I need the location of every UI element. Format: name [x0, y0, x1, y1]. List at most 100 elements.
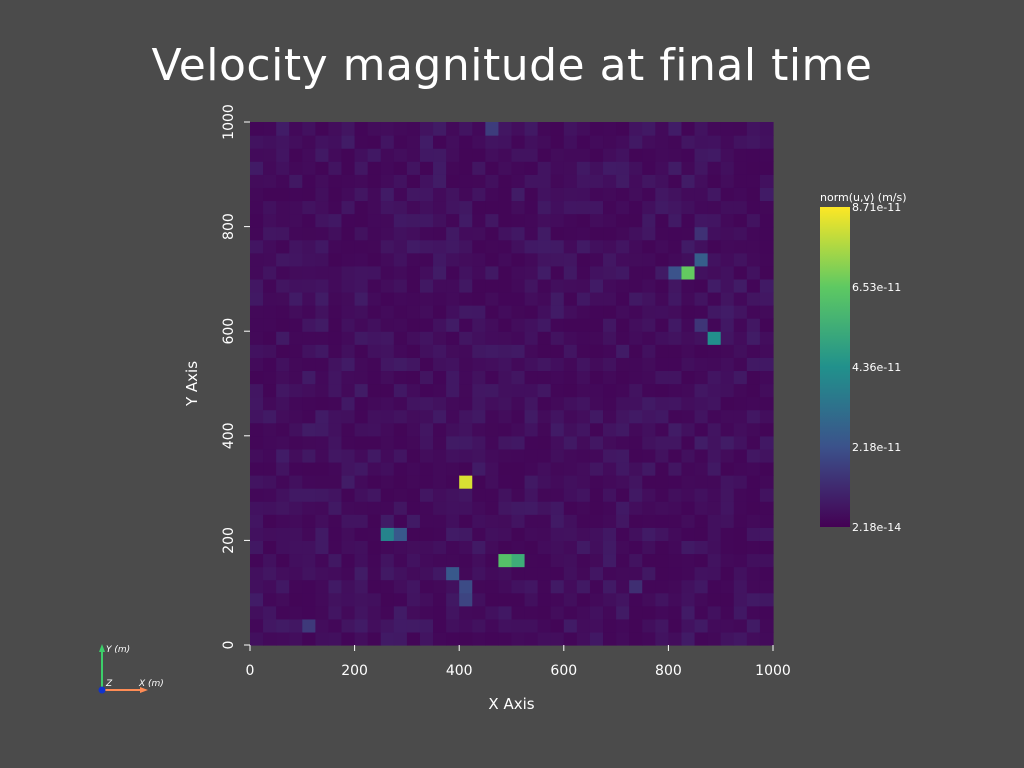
heatmap-cell	[341, 174, 356, 188]
heatmap-cell	[668, 566, 683, 581]
heatmap-cell	[472, 213, 486, 228]
heatmap-cell	[367, 409, 382, 424]
heatmap-cell	[289, 631, 303, 646]
heatmap-cell	[668, 422, 683, 437]
heatmap-cell	[393, 631, 408, 646]
heatmap-cell	[524, 592, 539, 607]
heatmap-cell	[746, 252, 761, 267]
heatmap-cell	[733, 318, 748, 332]
heatmap-cell	[746, 383, 761, 398]
heatmap-cell	[302, 435, 316, 450]
heatmap-cell	[563, 291, 578, 306]
heatmap-cell	[655, 566, 669, 581]
heatmap-cell	[472, 318, 486, 332]
heatmap-cell	[459, 592, 473, 607]
heatmap-cell	[642, 187, 656, 202]
heatmap-cell	[759, 278, 774, 293]
heatmap-cell	[681, 252, 696, 267]
heatmap-cell	[315, 396, 330, 411]
heatmap-cell	[707, 605, 722, 620]
heatmap-cell	[655, 122, 669, 136]
heatmap-cell	[629, 291, 643, 306]
heatmap-cell	[563, 357, 578, 372]
heatmap-cell	[354, 200, 369, 215]
orientation-x-arrowhead	[140, 687, 148, 693]
heatmap-cell	[655, 370, 669, 385]
heatmap-cell	[576, 135, 591, 149]
heatmap-cell	[354, 278, 369, 293]
heatmap-cell	[263, 291, 277, 306]
heatmap-cell	[380, 422, 395, 437]
heatmap-cell	[524, 318, 539, 332]
heatmap-cell	[406, 383, 421, 398]
heatmap-cell	[367, 461, 382, 476]
heatmap-cell	[446, 514, 460, 528]
heatmap-cell	[446, 370, 460, 385]
heatmap-cell	[589, 527, 604, 541]
heatmap-cell	[694, 239, 709, 254]
heatmap-cell	[263, 579, 277, 594]
heatmap-cell	[354, 135, 369, 149]
heatmap-cell	[367, 475, 382, 489]
colorbar-tick-label: 4.36e-11	[852, 361, 901, 374]
heatmap-cell	[629, 200, 643, 215]
colorbar-title: norm(u,v) (m/s)	[820, 191, 907, 204]
heatmap-cell	[616, 409, 630, 424]
heatmap-cell	[315, 383, 330, 398]
heatmap-cell	[746, 148, 761, 162]
heatmap-cell	[563, 174, 578, 188]
heatmap-cell	[655, 396, 669, 411]
heatmap-cell	[589, 631, 604, 646]
heatmap-cell	[576, 200, 591, 215]
heatmap-cell	[393, 592, 408, 607]
heatmap-cell	[603, 501, 617, 515]
heatmap-cell	[537, 422, 552, 437]
heatmap-cell	[537, 122, 552, 136]
heatmap-cell	[315, 370, 330, 385]
heatmap-cell	[537, 252, 552, 267]
heatmap-cell	[733, 527, 748, 541]
heatmap-cell	[341, 213, 356, 228]
heatmap-cell	[589, 422, 604, 437]
heatmap-cell	[380, 187, 395, 202]
heatmap-cell	[250, 344, 264, 358]
heatmap-cell	[367, 344, 382, 358]
heatmap-cell	[668, 187, 683, 202]
heatmap-cell	[642, 318, 656, 332]
heatmap-cell	[694, 278, 709, 293]
heatmap-cell	[250, 187, 264, 202]
heatmap-cell	[655, 161, 669, 175]
heatmap-cell	[367, 514, 382, 528]
heatmap-cell	[563, 122, 578, 136]
heatmap-cell	[511, 252, 526, 267]
heatmap-cell	[485, 396, 500, 411]
heatmap-cell	[563, 553, 578, 568]
heatmap-cell	[629, 213, 643, 228]
heatmap-cell	[446, 396, 460, 411]
heatmap-cell	[668, 370, 683, 385]
heatmap-cell	[655, 631, 669, 646]
heatmap-cell	[354, 501, 369, 515]
heatmap-cell	[707, 461, 722, 476]
heatmap-cell	[746, 213, 761, 228]
heatmap-cell	[354, 122, 369, 136]
heatmap-cell	[720, 435, 735, 450]
heatmap-cell	[406, 305, 421, 319]
heatmap-cell	[328, 566, 343, 581]
heatmap-cell	[720, 631, 735, 646]
heatmap-cell	[733, 291, 748, 306]
heatmap-cell	[315, 174, 330, 188]
heatmap-cell	[511, 592, 526, 607]
heatmap-cell	[406, 422, 421, 437]
heatmap-cell	[419, 383, 434, 398]
heatmap-cell	[603, 461, 617, 476]
heatmap-cell	[459, 448, 473, 463]
heatmap-cell	[681, 331, 696, 345]
heatmap-cell	[707, 239, 722, 254]
heatmap-cell	[498, 540, 513, 555]
heatmap-cell	[720, 318, 735, 332]
heatmap-cell	[720, 200, 735, 215]
heatmap-cell	[406, 409, 421, 424]
heatmap-cell	[341, 239, 356, 254]
